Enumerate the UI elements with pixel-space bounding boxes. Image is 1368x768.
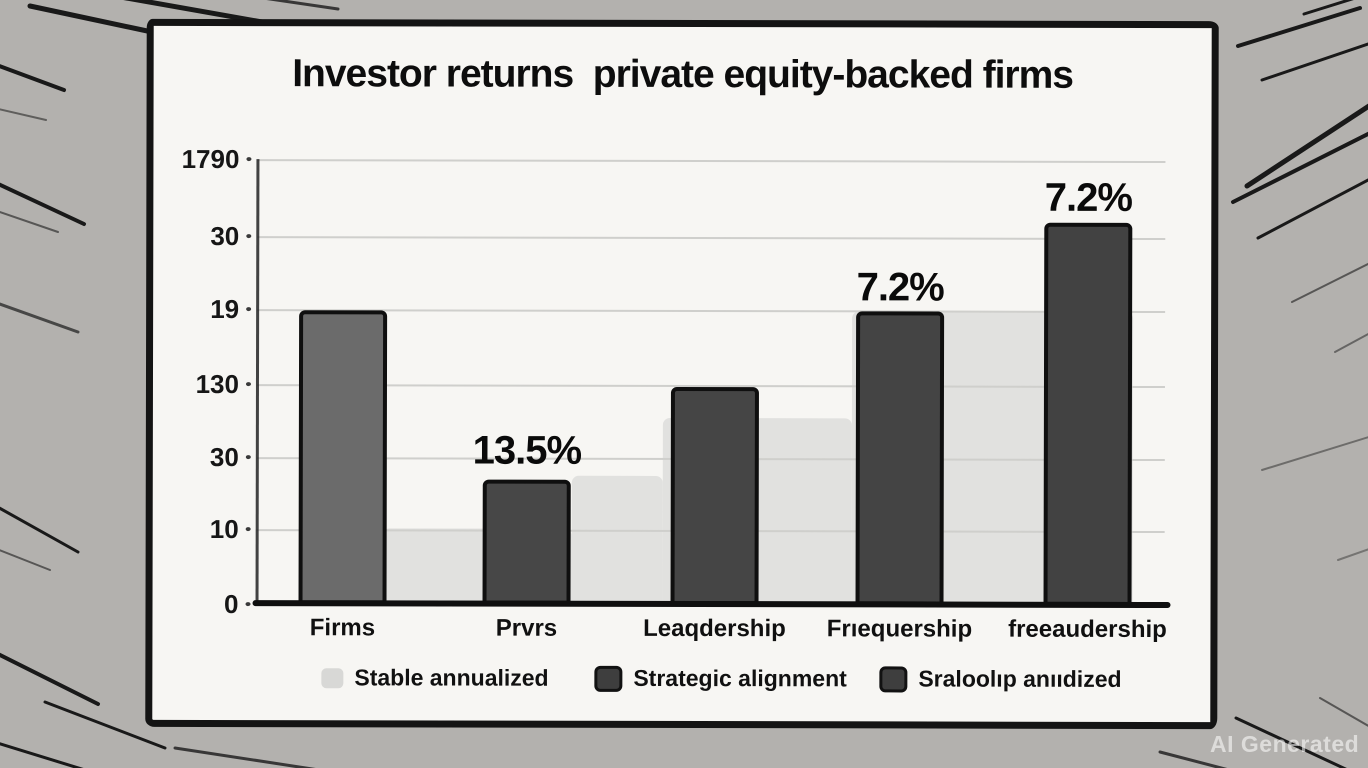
y-axis-tick — [245, 527, 251, 532]
bar — [482, 479, 571, 605]
x-axis-line — [252, 600, 1171, 609]
ai-generated-watermark: AI Generated — [1210, 731, 1360, 757]
bar — [1043, 223, 1133, 606]
plot-area — [154, 26, 1212, 28]
y-axis-label: 30 — [210, 221, 240, 252]
y-axis-label: 30 — [209, 442, 239, 473]
background-bar-step — [571, 475, 663, 605]
chart-panel: Investor returns private equity-backed f… — [145, 18, 1219, 730]
y-axis-label: 130 — [195, 368, 240, 400]
y-axis-tick — [245, 602, 251, 607]
gridline — [257, 236, 1166, 241]
legend-label: Stable annualized — [354, 664, 549, 691]
bar-value-label: 7.2% — [1044, 175, 1133, 220]
bar-value-label: 13.5% — [472, 428, 582, 473]
legend-label: Sraloolıp anııdized — [918, 665, 1122, 692]
bar-value-label: 7.2% — [856, 265, 944, 310]
gridline — [257, 159, 1166, 164]
legend-swatch-dark — [879, 665, 908, 692]
y-axis-line — [255, 159, 260, 605]
legend-swatch-light — [321, 667, 344, 688]
chart-title: Investor returns private equity-backed f… — [292, 52, 1074, 97]
x-axis-category-label: freeaudership — [1008, 615, 1167, 644]
bar — [855, 311, 945, 606]
legend-swatch-dark — [594, 665, 623, 692]
y-axis-tick — [246, 234, 252, 239]
bar — [670, 386, 759, 606]
legend-label: Strategic alignment — [633, 664, 847, 692]
legend-item: Sraloolıp anııdized — [879, 665, 1122, 693]
gridline — [257, 309, 1166, 314]
legend-item: Stable annualized — [321, 664, 549, 691]
y-axis-label: 10 — [209, 514, 239, 545]
y-axis-label: 1790 — [181, 143, 240, 175]
y-axis-tick — [245, 382, 251, 387]
y-axis-tick — [245, 455, 251, 460]
bar — [298, 310, 388, 605]
y-axis-tick — [246, 307, 252, 312]
legend-item: Strategic alignment — [594, 664, 847, 693]
y-axis-label: 0 — [224, 589, 239, 620]
y-axis-tick — [246, 157, 252, 162]
legend — [154, 26, 1212, 28]
y-axis-label: 19 — [210, 294, 240, 325]
